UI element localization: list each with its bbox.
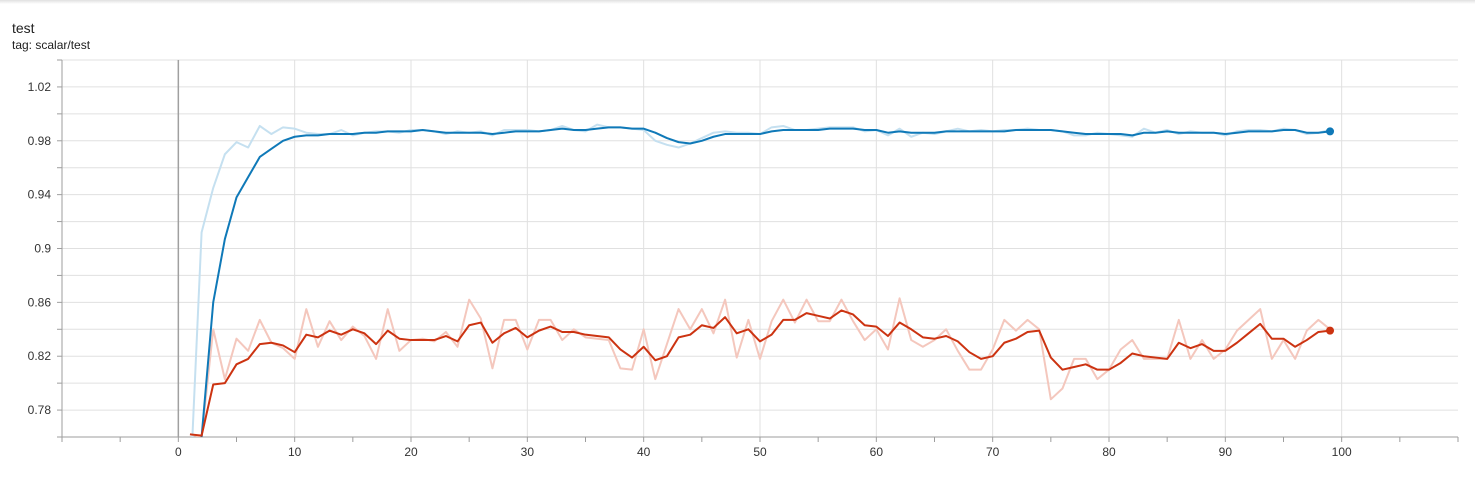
y-tick-label: 0.98 (28, 134, 52, 148)
red-end-point (1326, 326, 1335, 335)
x-tick-label: 40 (637, 445, 651, 459)
red-raw-line (189, 297, 1331, 437)
x-tick-label: 90 (1219, 445, 1233, 459)
x-tick-label: 70 (986, 445, 1000, 459)
grid-layer (62, 59, 1458, 438)
x-tick-label: 20 (404, 445, 418, 459)
series-layer (189, 123, 1335, 437)
x-tick-label: 0 (175, 445, 182, 459)
x-tick-label: 80 (1102, 445, 1116, 459)
x-tick-label: 100 (1332, 445, 1352, 459)
y-tick-label: 0.9 (34, 242, 51, 256)
series-group (189, 123, 1331, 437)
top-divider (0, 0, 1475, 4)
card-title: test (12, 20, 35, 36)
card-tag: tag: scalar/test (12, 38, 91, 52)
y-tick-label: 1.02 (28, 80, 52, 94)
axis-layer (57, 59, 1459, 442)
y-tick-label: 0.94 (28, 188, 52, 202)
x-tick-label: 10 (288, 445, 302, 459)
blue-end-point (1326, 127, 1335, 136)
x-tick-label: 60 (870, 445, 884, 459)
y-tick-label: 0.78 (28, 403, 52, 417)
x-tick-label: 30 (521, 445, 535, 459)
tick-labels: 0 10 20 30 40 50 60 70 80 90 100 0.78 0.82 0.86 0.9 0.9… (28, 80, 1352, 459)
y-tick-label: 0.86 (28, 295, 52, 309)
blue-smoothed-line (200, 126, 1331, 437)
x-tick-label: 50 (753, 445, 767, 459)
red-smoothed-line (189, 309, 1331, 437)
y-tick-label: 0.82 (28, 349, 52, 363)
